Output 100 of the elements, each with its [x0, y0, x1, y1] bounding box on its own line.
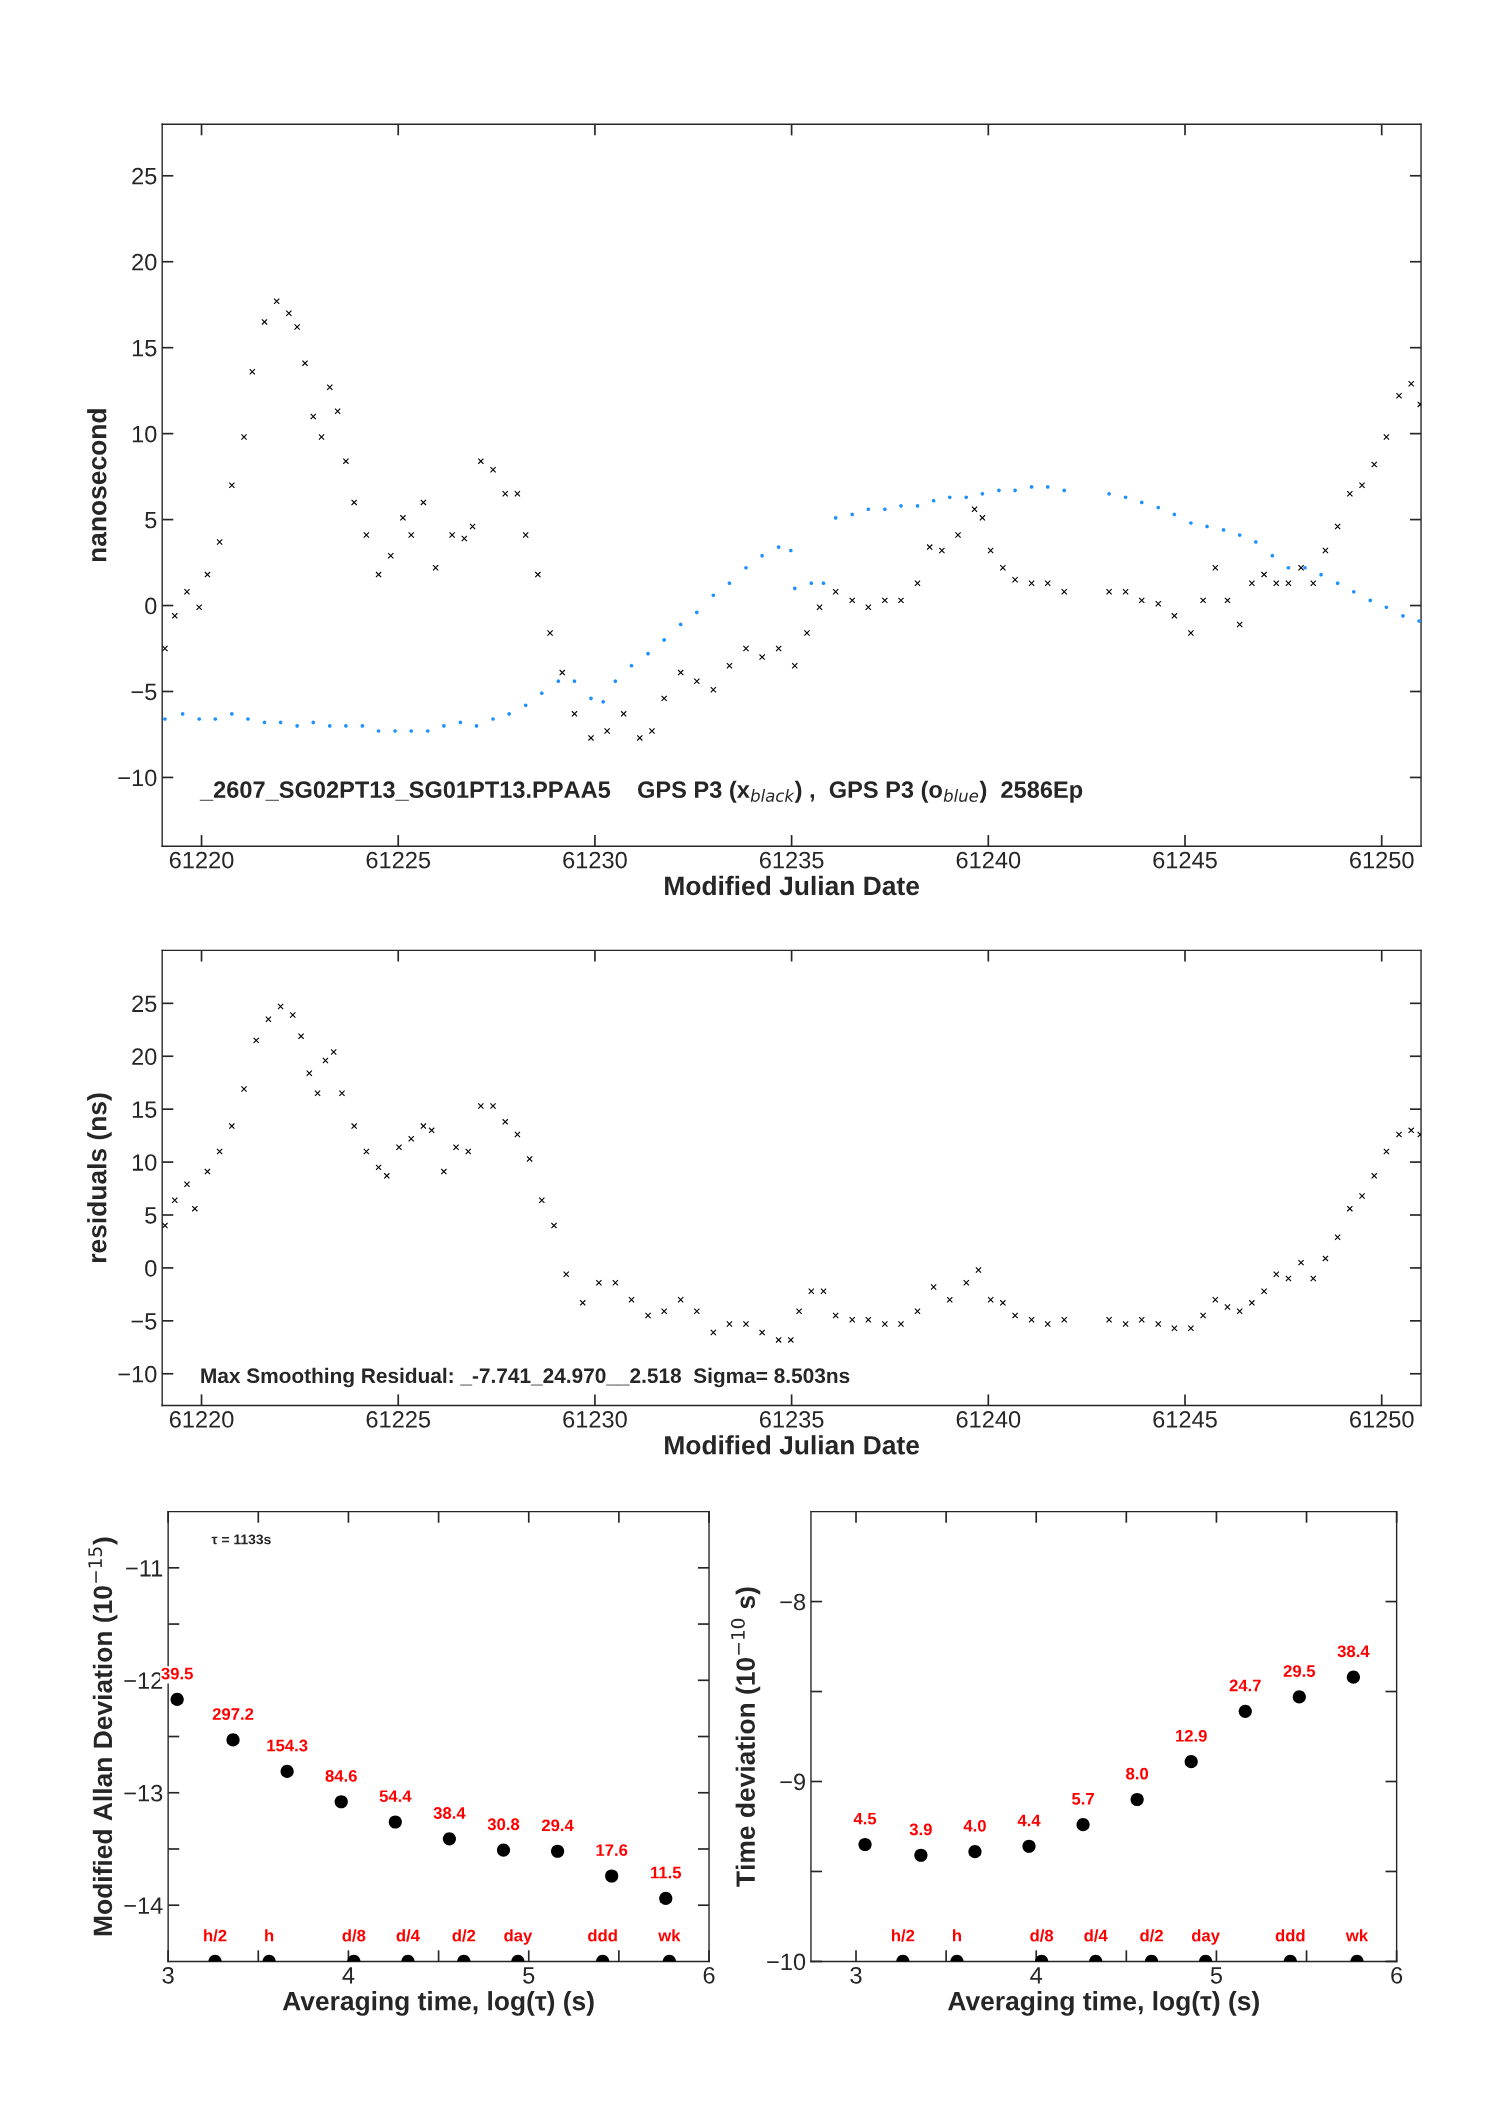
y-tick-label: 10 [132, 425, 157, 443]
y-tick-label: 5 [145, 511, 157, 529]
annotation: 12.9 [1176, 1729, 1207, 1742]
annotation: d/2 [1140, 1929, 1163, 1942]
annotation: day [1191, 1929, 1220, 1945]
x-tick-label: 5 [1210, 1967, 1222, 1984]
annotation: 5.7 [1072, 1793, 1094, 1805]
point [1130, 1792, 1144, 1807]
y-axis-title: Time deviation (10$^{−10}$ s) [730, 1587, 761, 1887]
annotation: wk [658, 1929, 681, 1942]
point [1238, 1704, 1252, 1718]
x-tick-label: 61230 [563, 851, 627, 869]
annotation: 11.5 [651, 1866, 682, 1879]
annotation: h [265, 1929, 274, 1942]
annotation: 38.4 [1337, 1645, 1370, 1658]
y-tick-label: −12 [124, 1672, 163, 1689]
annotation: h/2 [204, 1929, 227, 1942]
y-tick-label: −5 [131, 1313, 157, 1330]
y-tick-label: 0 [145, 1259, 157, 1277]
point [914, 1848, 928, 1862]
point [1292, 1690, 1306, 1704]
y-axis-title: Modified Allan Deviation (10$^{−15}$) [88, 1537, 118, 1936]
x-tick-label: 6 [703, 1966, 715, 1984]
point [1346, 1670, 1360, 1684]
x-tick-label: 61240 [956, 851, 1021, 869]
x-tick-label: 3 [162, 1966, 174, 1984]
y-tick-label: 15 [132, 1101, 157, 1118]
annotation: 4.4 [1017, 1814, 1041, 1827]
annotation: ddd [1275, 1929, 1305, 1942]
y-tick-label: −13 [124, 1784, 163, 1802]
annotation: d/2 [452, 1929, 476, 1942]
y-tick-label: −11 [126, 1560, 163, 1577]
x-tick-label: 61235 [759, 1410, 824, 1428]
annotation: day [504, 1929, 533, 1945]
y-tick-label: −5 [131, 683, 157, 701]
x-tick-label: 61220 [169, 1410, 234, 1428]
annotation: 84.6 [325, 1769, 357, 1782]
y-tick-label: −10 [118, 1365, 157, 1383]
annotation: 24.7 [1229, 1679, 1261, 1692]
y-tick-label: 20 [132, 1048, 157, 1066]
annotation: h [953, 1929, 961, 1942]
x-tick-label: 61250 [1350, 851, 1414, 869]
annotation: wk [1345, 1929, 1369, 1942]
annotation: ddd [588, 1929, 617, 1942]
x-axis-title: Averaging time, log(τ) (s) [948, 1991, 1259, 2016]
annotation: 4.5 [853, 1812, 877, 1825]
y-tick-label: 0 [145, 597, 157, 615]
x-tick-label: 61235 [759, 851, 824, 869]
annotation: 3.9 [909, 1823, 932, 1836]
x-axis-title: Modified Julian Date [665, 875, 920, 896]
annotation: d/8 [1030, 1929, 1054, 1942]
annotation: d/4 [1084, 1929, 1108, 1942]
annotation: _2607_SG02PT13_SG01PT13.PPAA5 GPS P3 (x$_{black}$) , GPS P3 (o$_{blue}$) 2586Ep [199, 780, 1083, 803]
y-tick-label: 20 [132, 253, 157, 271]
annotation: d/4 [396, 1929, 420, 1942]
y-tick-label: −14 [124, 1897, 163, 1914]
annotation: 29.4 [541, 1819, 574, 1832]
y-tick-label: 25 [132, 167, 157, 185]
x-tick-label: 5 [523, 1967, 535, 1984]
annotation: 38.4 [433, 1807, 466, 1819]
annotation: 29.5 [1283, 1665, 1316, 1677]
annotation: 154.3 [267, 1739, 308, 1752]
annotation: h/2 [891, 1929, 915, 1942]
annotation: 54.4 [379, 1790, 412, 1803]
annotation: Max Smoothing Residual: _-7.741_24.970__2.518 Sigma= 8.503ns [201, 1367, 850, 1388]
annotation: d/8 [342, 1929, 366, 1942]
y-tick-label: −10 [767, 1953, 806, 1971]
annotation: 30.8 [487, 1818, 520, 1831]
annotation: 17.6 [596, 1844, 628, 1857]
x-tick-label: 61240 [956, 1410, 1021, 1428]
x-tick-label: 61245 [1153, 851, 1217, 869]
annotation: 297.2 [212, 1708, 254, 1720]
x-tick-label: 4 [342, 1967, 355, 1984]
y-tick-label: 25 [132, 995, 157, 1013]
annotation: 4.0 [963, 1819, 986, 1832]
annotation: 8.0 [1126, 1767, 1149, 1780]
x-tick-label: 61220 [169, 851, 234, 869]
point [1184, 1755, 1198, 1769]
x-axis-title: Averaging time, log(τ) (s) [282, 1991, 594, 2016]
point [1076, 1818, 1090, 1832]
y-tick-label: 10 [132, 1154, 157, 1171]
y-tick-label: −9 [780, 1773, 805, 1791]
x-tick-label: 3 [850, 1966, 862, 1984]
x-tick-label: 4 [1030, 1967, 1043, 1984]
point [858, 1837, 872, 1852]
x-axis-title: Modified Julian Date [665, 1435, 920, 1455]
x-tick-label: 6 [1391, 1966, 1403, 1984]
y-axis-title: nanosecond [87, 409, 107, 562]
x-tick-label: 61230 [563, 1410, 627, 1428]
y-tick-label: 15 [132, 339, 157, 357]
point [1022, 1839, 1036, 1853]
x-tick-label: 61245 [1153, 1410, 1217, 1428]
y-tick-label: 5 [145, 1207, 157, 1224]
annotation: τ = 1133s [211, 1534, 271, 1545]
y-axis-title: residuals (ns) [87, 1093, 112, 1262]
x-tick-label: 61225 [366, 1410, 431, 1428]
annotation: 39.5 [161, 1667, 193, 1680]
y-tick-label: −10 [118, 769, 157, 787]
y-tick-label: −8 [780, 1593, 806, 1611]
x-tick-label: 61250 [1350, 1410, 1414, 1428]
